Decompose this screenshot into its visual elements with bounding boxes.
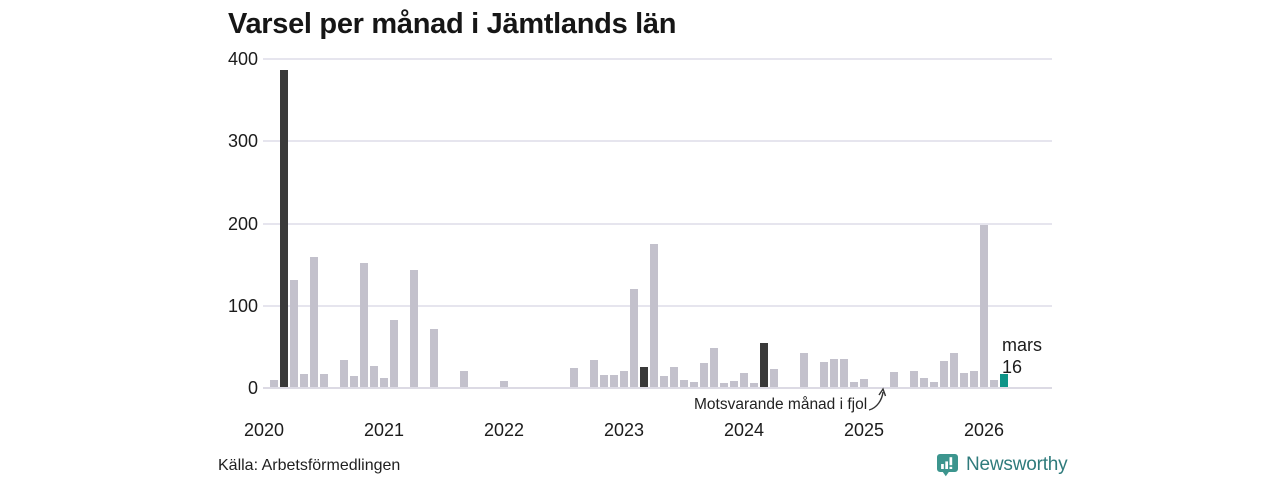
bar-2020-10	[350, 376, 358, 387]
current-month-label: mars 16	[1002, 334, 1042, 378]
comparison-annotation: Motsvarande månad i fjol	[694, 396, 868, 413]
bar-2020-02	[270, 379, 278, 387]
bar-2023-12	[730, 381, 738, 387]
bar-2023-04	[650, 243, 658, 387]
page-title: Varsel per månad i Jämtlands län	[228, 8, 677, 40]
y-tick-label-300: 300	[227, 131, 258, 152]
gridline-300	[263, 140, 1052, 143]
bar-2020-06	[310, 257, 318, 387]
bar-2021-02	[390, 319, 398, 387]
brand-footer: Newsworthy	[936, 453, 1068, 477]
bar-2024-12	[850, 382, 858, 387]
x-tick-label-2020: 2020	[243, 420, 285, 440]
bar-2026-03	[1000, 373, 1008, 387]
bar-2024-10	[830, 359, 838, 387]
source-caption: Källa: Arbetsförmedlingen	[218, 457, 401, 474]
bar-2022-10	[590, 359, 598, 387]
bar-2020-03	[280, 70, 288, 387]
x-tick-label-2025: 2025	[843, 420, 885, 440]
current-month-value: 16	[1002, 357, 1023, 377]
newsworthy-logo-icon	[937, 454, 958, 477]
bar-2023-01	[620, 371, 628, 387]
bar-2020-09	[340, 359, 348, 387]
bar-2022-01	[500, 381, 508, 387]
bar-2020-12	[370, 365, 378, 387]
bar-2024-09	[820, 362, 828, 387]
bar-2020-05	[300, 373, 308, 387]
annotation-arrow-icon	[868, 387, 887, 411]
y-tick-label-0: 0	[247, 378, 258, 398]
bar-2023-07	[680, 380, 688, 387]
bar-2026-01	[980, 224, 988, 387]
x-tick-label-2022: 2022	[483, 420, 525, 440]
bar-2023-06	[670, 367, 678, 387]
plot-area	[263, 58, 1052, 389]
bar-2025-08	[930, 382, 938, 387]
bar-2025-04	[890, 372, 898, 387]
bar-2025-11	[960, 373, 968, 387]
bar-2025-12	[970, 370, 978, 387]
bar-2021-09	[460, 370, 468, 387]
bar-2023-02	[630, 289, 638, 387]
bar-2023-05	[660, 375, 668, 387]
x-tick-label-2023: 2023	[603, 420, 645, 440]
gridline-400	[263, 58, 1052, 60]
gridline-0	[263, 387, 1052, 389]
gridline-200	[263, 222, 1052, 225]
bar-2021-06	[430, 329, 438, 387]
bar-2021-04	[410, 270, 418, 387]
bar-2024-01	[740, 373, 748, 387]
y-tick-label-400: 400	[227, 49, 258, 69]
x-tick-label-2021: 2021	[363, 420, 405, 440]
bar-2024-11	[840, 359, 848, 387]
bar-2023-11	[720, 382, 728, 387]
bar-2025-07	[920, 377, 928, 387]
brand-name: Newsworthy	[966, 454, 1068, 475]
bar-2023-09	[700, 363, 708, 387]
bar-2023-10	[710, 348, 718, 387]
bar-2020-07	[320, 373, 328, 387]
current-month-name: mars	[1002, 335, 1042, 355]
bar-2021-01	[380, 377, 388, 387]
bar-2023-03	[640, 367, 648, 387]
bar-2022-12	[610, 374, 618, 387]
bar-2020-11	[360, 262, 368, 387]
bar-2022-11	[600, 374, 608, 387]
bar-2025-01	[860, 378, 868, 387]
bar-2025-06	[910, 370, 918, 387]
bar-2024-03	[760, 342, 768, 387]
bar-2024-04	[770, 368, 778, 387]
x-tick-label-2024: 2024	[723, 420, 765, 440]
bar-2023-08	[690, 382, 698, 387]
bar-2026-02	[990, 379, 998, 387]
bar-2024-07	[800, 353, 808, 387]
bar-2025-09	[940, 360, 948, 387]
bar-2022-08	[570, 368, 578, 387]
bar-2020-04	[290, 280, 298, 387]
y-tick-label-200: 200	[227, 213, 258, 234]
y-tick-label-100: 100	[227, 295, 258, 316]
bar-2025-10	[950, 353, 958, 387]
bar-2024-02	[750, 382, 758, 387]
x-tick-label-2026: 2026	[963, 420, 1005, 440]
